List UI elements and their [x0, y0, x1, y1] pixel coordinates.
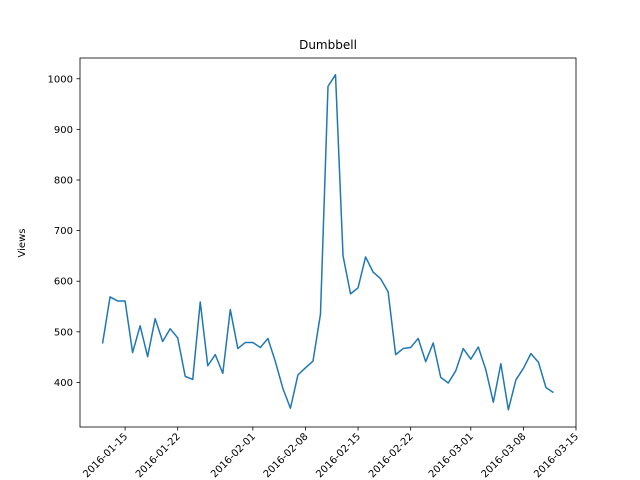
y-axis-label: Views — [17, 229, 28, 258]
x-tick-label: 2016-03-01 — [427, 431, 476, 480]
chart-title: Dumbbell — [299, 38, 357, 52]
x-tick-label: 2016-01-22 — [134, 431, 183, 480]
x-tick-label: 2016-02-22 — [367, 431, 416, 480]
y-tick-label: 1000 — [48, 74, 73, 85]
x-tick-label: 2016-03-08 — [480, 431, 529, 480]
x-tick-label: 2016-03-15 — [532, 431, 581, 480]
x-tick-label: 2016-02-15 — [314, 431, 363, 480]
y-tick-label: 400 — [54, 378, 73, 389]
plot-frame — [79, 57, 577, 428]
x-tick-label: 2016-02-01 — [209, 431, 258, 480]
line — [101, 73, 554, 411]
y-tick-label: 500 — [54, 327, 73, 338]
y-tick-label: 600 — [54, 277, 73, 288]
y-tick-label: 800 — [54, 175, 73, 186]
y-tick-label: 900 — [54, 125, 73, 136]
x-tick-label: 2016-02-08 — [262, 431, 311, 480]
y-tick-label: 700 — [54, 226, 73, 237]
x-tick-label: 2016-01-15 — [81, 431, 130, 480]
